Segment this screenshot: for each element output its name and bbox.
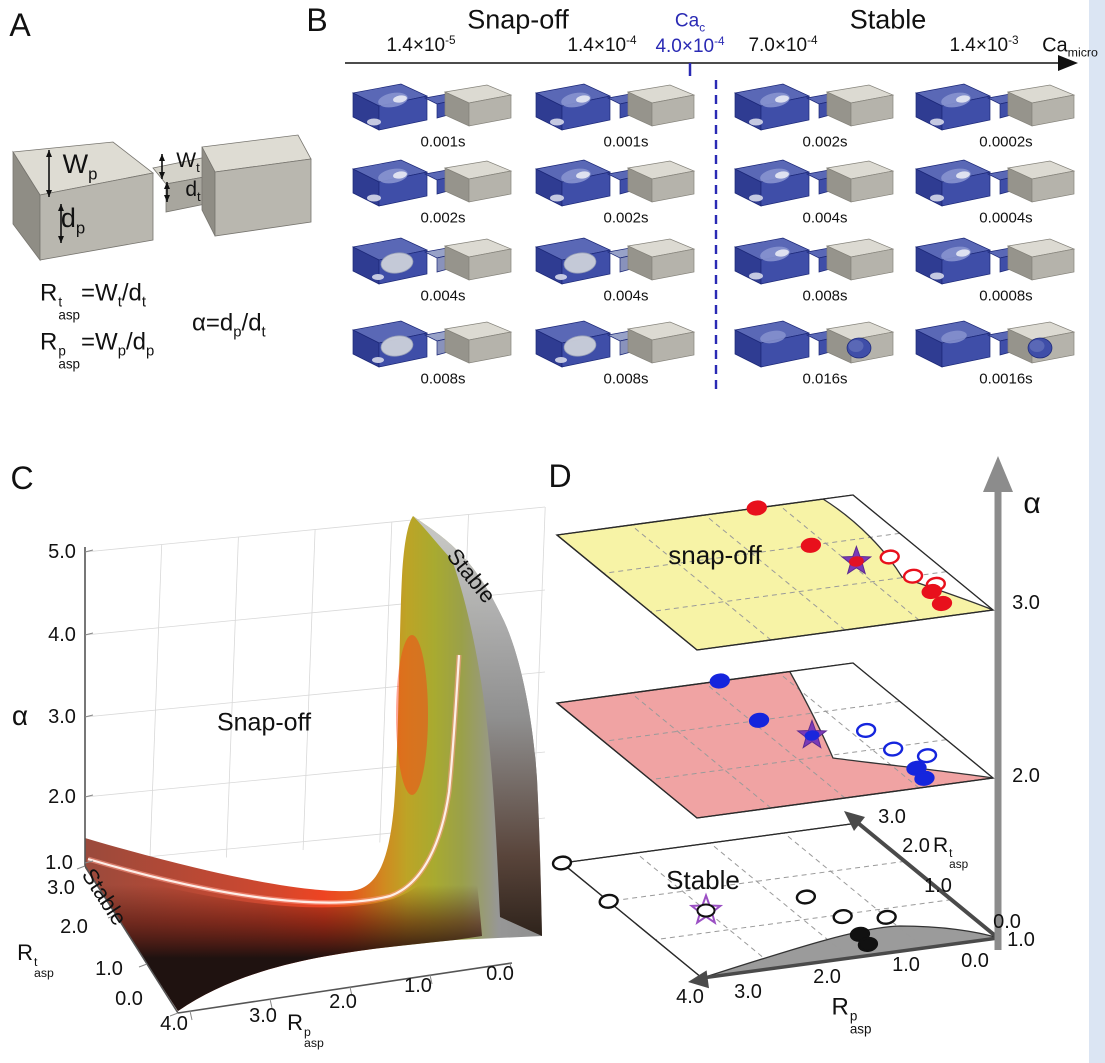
- time-caption: 0.002s: [420, 209, 466, 227]
- open-data-point: [795, 889, 817, 905]
- simulation-thumbnail: [910, 79, 1086, 142]
- phase-plane-alpha-1.0: [551, 822, 1000, 979]
- simulation-thumbnail: [530, 316, 706, 379]
- simulation-thumbnail: [347, 79, 523, 142]
- simulation-thumbnail: [910, 155, 1086, 218]
- simulation-thumbnail: [729, 316, 905, 379]
- time-caption: 0.008s: [420, 370, 466, 388]
- dimension-arrows: [46, 150, 170, 243]
- phase-plane-alpha-2.0: [555, 662, 995, 819]
- filled-data-point: [800, 537, 822, 553]
- open-data-point: [883, 741, 904, 757]
- page-edge-strip: [1089, 0, 1105, 1063]
- ca-axis-arrowhead: [1058, 55, 1078, 71]
- simulation-thumbnail: [530, 155, 706, 218]
- plane-region-overlay: [702, 926, 998, 978]
- surface-red-glow: [396, 635, 428, 795]
- filled-data-point: [748, 712, 770, 728]
- rp-axis-arrowhead: [688, 970, 709, 989]
- phase-plane-alpha-3.0: [555, 494, 995, 651]
- time-caption: 0.002s: [802, 133, 848, 151]
- time-caption: 0.004s: [603, 287, 649, 305]
- open-data-point: [832, 909, 853, 925]
- simulation-thumbnail: [530, 79, 706, 142]
- time-caption: 0.0004s: [979, 209, 1033, 227]
- simulation-thumbnail: [729, 155, 905, 218]
- time-caption: 0.004s: [420, 287, 466, 305]
- simulation-thumbnail: [729, 233, 905, 296]
- time-caption: 0.001s: [420, 133, 466, 151]
- filled-data-point: [709, 673, 730, 689]
- rt-axis: [856, 821, 1000, 940]
- plane-region-overlay: [823, 495, 993, 610]
- stacked-planes-chart: [551, 456, 1013, 989]
- time-caption: 0.002s: [603, 209, 649, 227]
- open-data-point: [598, 893, 619, 909]
- rp-axis: [701, 936, 999, 980]
- region-boundary: [789, 671, 994, 779]
- simulation-thumbnail: [910, 233, 1086, 296]
- simulation-thumbnail: [910, 316, 1086, 379]
- filled-data-point: [746, 500, 767, 516]
- time-caption: 0.0002s: [979, 133, 1033, 151]
- region-boundary: [822, 498, 994, 611]
- surface-axes: [76, 547, 513, 1021]
- filled-data-point: [931, 595, 953, 612]
- filled-data-point: [914, 770, 935, 786]
- simulation-thumbnail: [729, 79, 905, 142]
- region-boundary: [701, 925, 999, 979]
- simulation-thumbnail: [347, 316, 523, 379]
- channel-schematic: [12, 134, 312, 262]
- surface-gray-face: [413, 516, 542, 936]
- filled-data-point: [857, 936, 879, 952]
- simulation-thumbnail: [347, 155, 523, 218]
- simulation-thumbnail: [530, 233, 706, 296]
- alpha-axis-bar: [994, 482, 1002, 950]
- time-caption: 0.0008s: [979, 287, 1033, 305]
- rt-axis-arrowhead: [844, 811, 865, 831]
- time-caption: 0.001s: [603, 133, 649, 151]
- filled-data-point: [921, 583, 942, 600]
- plane-region-overlay: [790, 663, 993, 778]
- simulation-thumbnail: [347, 233, 523, 296]
- open-data-point: [551, 855, 573, 871]
- open-data-point: [855, 722, 877, 738]
- alpha-axis-arrowhead: [983, 456, 1013, 492]
- open-data-point: [876, 909, 897, 925]
- phase-surface-chart: [76, 506, 546, 1021]
- ca-axis: [345, 55, 1078, 393]
- open-data-point: [902, 568, 924, 584]
- time-caption: 0.008s: [802, 287, 848, 305]
- time-caption: 0.008s: [603, 370, 649, 388]
- open-data-point: [879, 549, 900, 565]
- time-caption: 0.016s: [802, 370, 848, 388]
- surface-fold-highlight-core: [87, 654, 461, 904]
- time-caption: 0.0016s: [979, 370, 1033, 388]
- time-caption: 0.004s: [802, 209, 848, 227]
- open-data-point: [916, 748, 938, 764]
- surface-front-shadow: [85, 806, 482, 1011]
